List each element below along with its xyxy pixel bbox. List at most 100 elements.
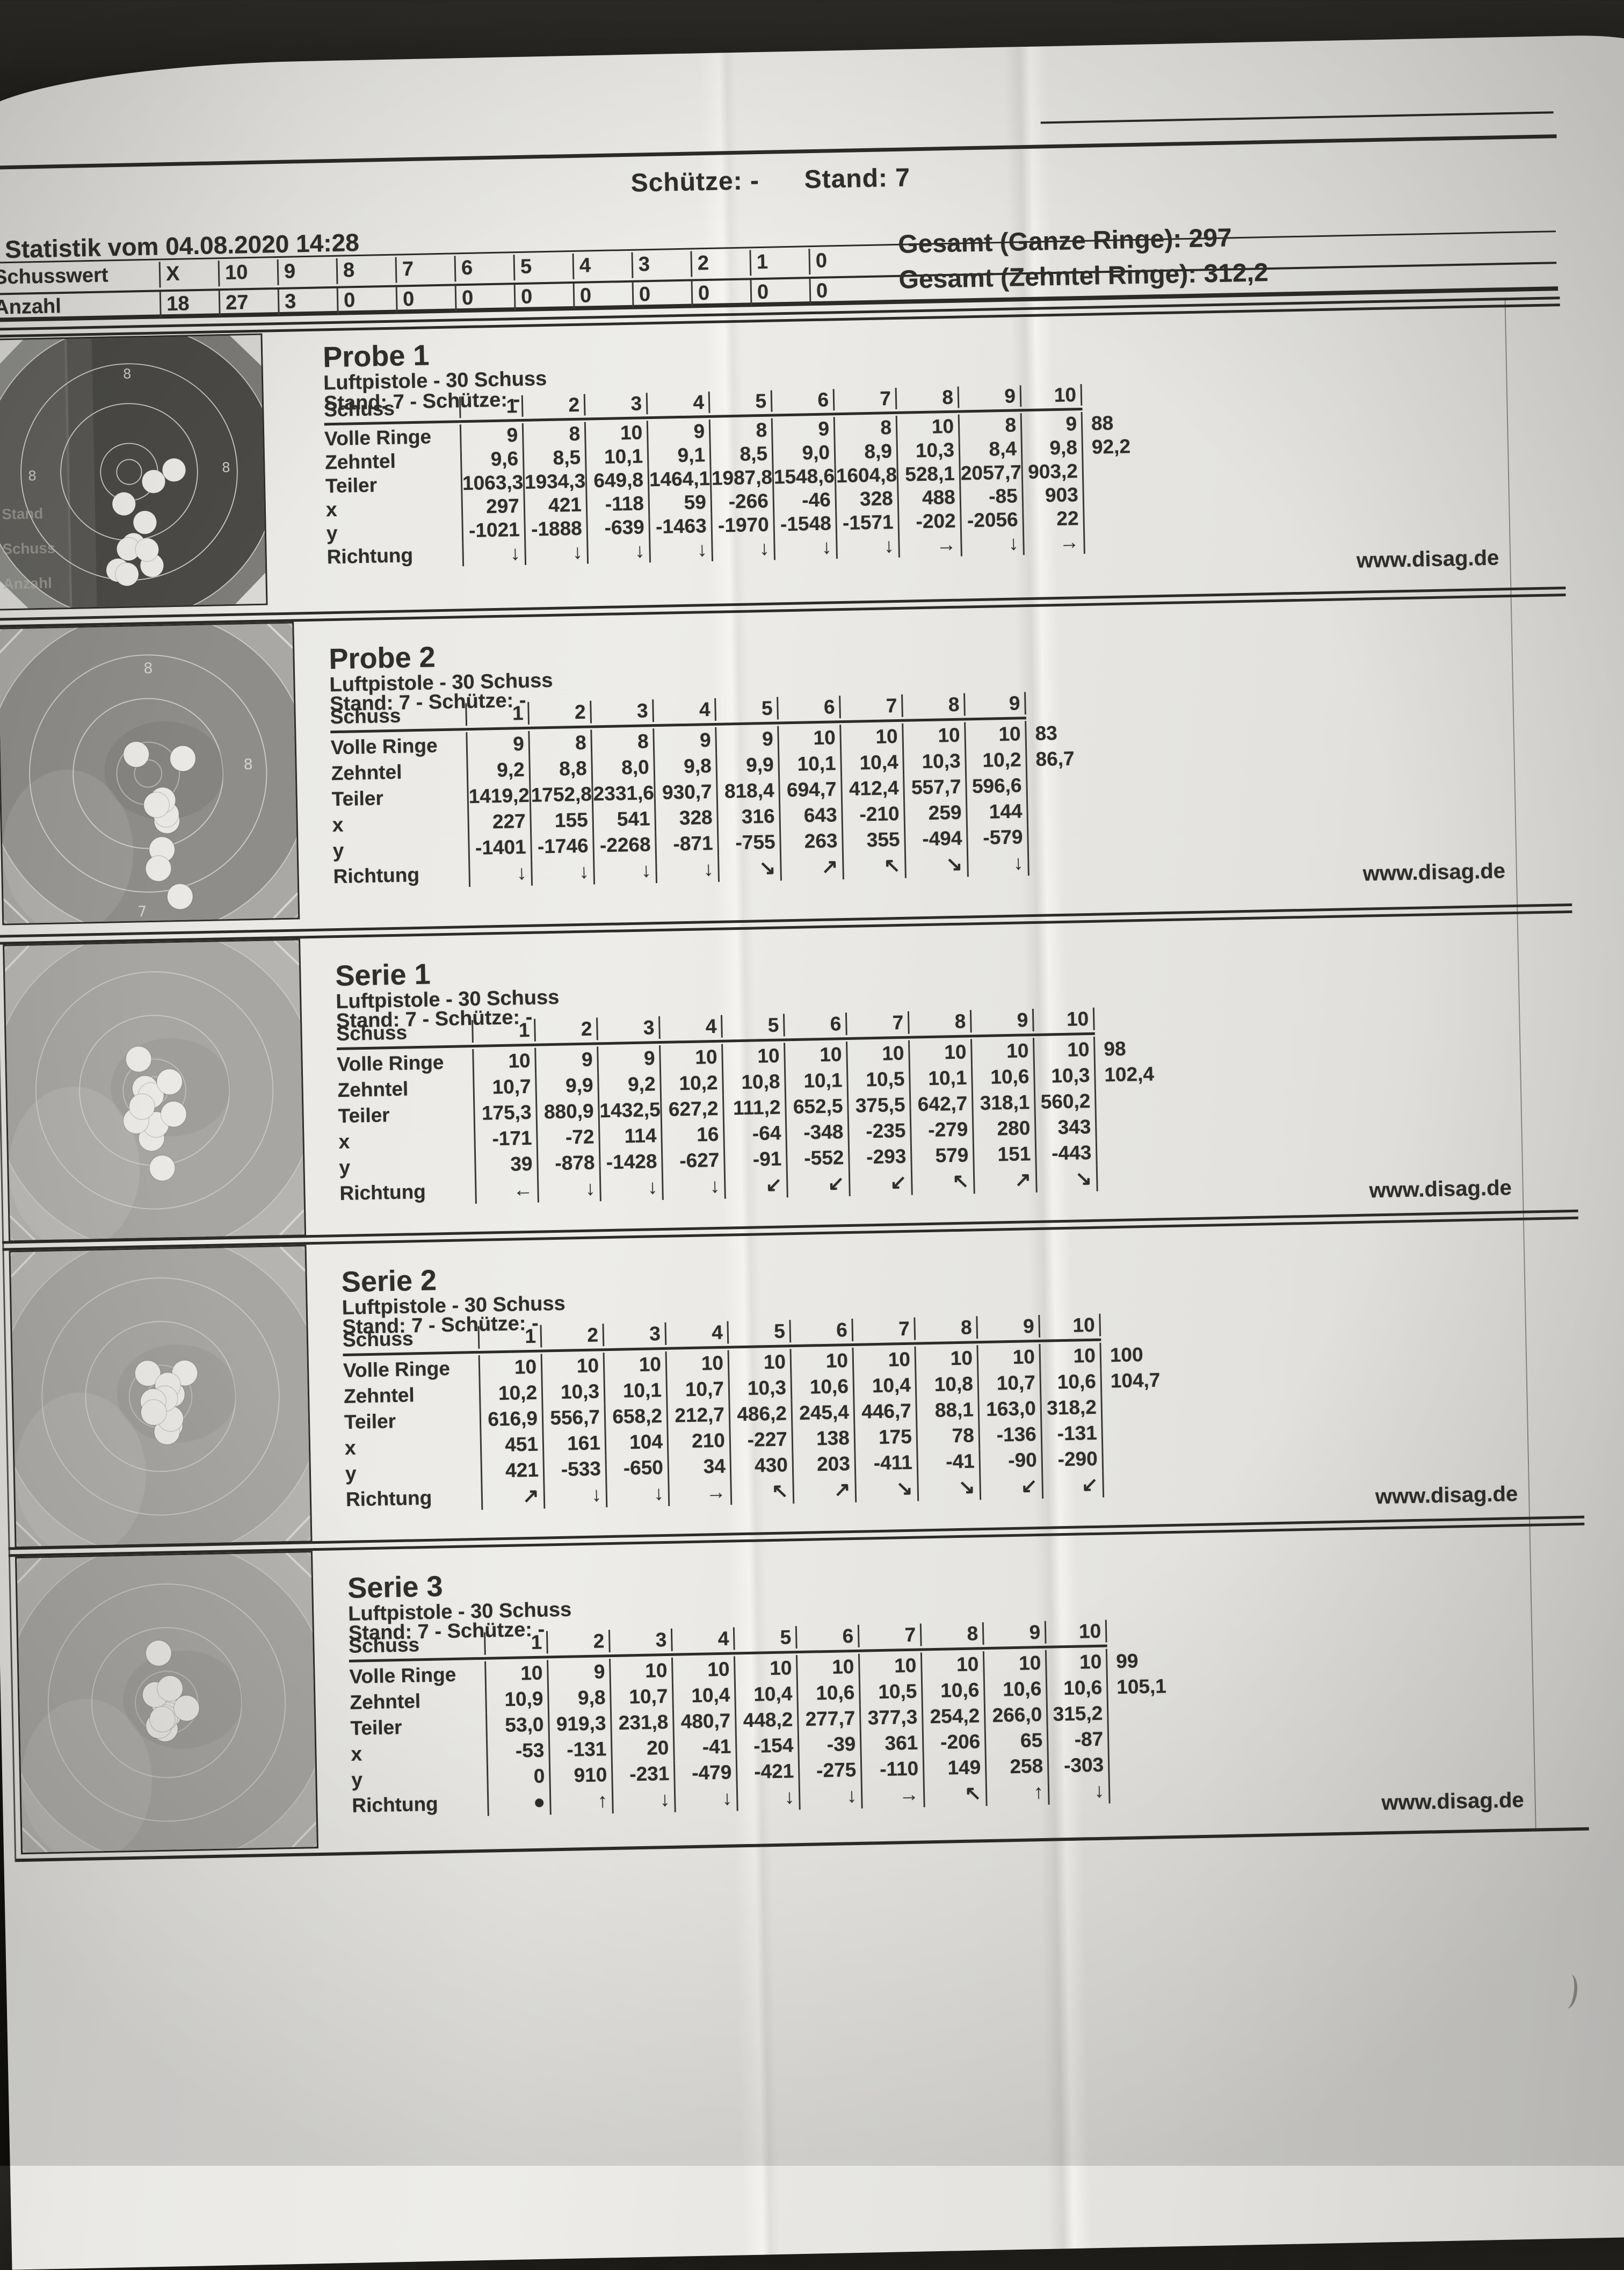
cell-richtung: ↓ <box>711 536 774 561</box>
cell-volle: 10 <box>839 723 903 751</box>
cell-volle: 9 <box>534 1046 598 1074</box>
cell-shots: 2 <box>521 394 584 417</box>
target-image <box>15 1551 318 1855</box>
cell-zehntel: 10,5 <box>846 1066 909 1094</box>
cell-teiler: 694,7 <box>778 776 842 804</box>
cell-zehntel: 10,8 <box>722 1068 785 1096</box>
cell-x: 328 <box>835 486 898 512</box>
cell-richtung: ↙ <box>979 1472 1042 1500</box>
ring-number-label: 8 <box>243 756 253 773</box>
target-image <box>9 1245 313 1549</box>
cell-teiler: 880,9 <box>535 1098 599 1125</box>
summary-cell: 18 <box>159 291 219 318</box>
gesamt-zehntel-ringe: Gesamt (Zehntel Ringe): 312,2 <box>898 258 1269 294</box>
cell-y: -290 <box>1041 1445 1104 1473</box>
cell-y: -303 <box>1047 1752 1110 1779</box>
cell-x: 155 <box>530 807 593 834</box>
cell-x: -64 <box>722 1120 786 1147</box>
cell-x: 361 <box>859 1730 923 1757</box>
cell-zehntel: 10,7 <box>977 1369 1040 1397</box>
cell-y: 0 <box>486 1763 549 1790</box>
cell-richtung: ↓ <box>536 1175 600 1203</box>
website-url: www.disag.de <box>1369 1176 1512 1203</box>
cell-teiler: 318,2 <box>1040 1394 1103 1421</box>
cell-y: -1428 <box>598 1148 662 1176</box>
cell-richtung: ↘ <box>904 851 967 878</box>
cell-teiler: 111,2 <box>722 1094 785 1122</box>
cell-zehntel: 10,3 <box>902 748 966 775</box>
shot-table: Schuss 1 2 3 4 5 6 7 8 9 10 Volle Ringe 10 10 10 10 10 10… <box>343 1304 1603 1513</box>
cell-y: -533 <box>542 1456 606 1483</box>
cell-zehntel: 9,8 <box>547 1685 610 1712</box>
cell-x: 280 <box>972 1115 1035 1143</box>
cell-richtung: ↓ <box>736 1784 799 1811</box>
row-total: 98 <box>1103 1037 1126 1060</box>
summary-cell: 9 <box>277 258 337 286</box>
cell-zehntel: 10,9 <box>485 1686 548 1713</box>
row-label: Volle Ringe <box>349 1663 456 1688</box>
shot-hole <box>157 1675 183 1702</box>
cell-x: -131 <box>1040 1420 1104 1447</box>
summary-cell: 0 <box>336 287 396 314</box>
cell-volle: 10 <box>1045 1649 1108 1676</box>
target-image: 8 8 7 <box>0 621 300 926</box>
cell-richtung: ← <box>474 1176 538 1204</box>
cell-shots: 10 <box>1019 384 1083 407</box>
cell-teiler: 1419,2 <box>467 782 530 810</box>
cell-x: 20 <box>610 1734 673 1762</box>
cell-teiler: 377,3 <box>859 1704 922 1731</box>
shot-hole <box>134 1360 161 1387</box>
row-label: Zehntel <box>337 1078 409 1102</box>
ring-number-label: 8 <box>28 468 37 483</box>
cell-zehntel: 10,1 <box>908 1065 972 1092</box>
cell-zehntel: 10,1 <box>584 444 648 469</box>
cell-volle: 10 <box>608 1657 672 1685</box>
cell-y: -2268 <box>592 832 656 859</box>
cell-y: 355 <box>842 826 904 854</box>
cell-volle: 10 <box>976 1343 1040 1371</box>
cell-teiler: 318,1 <box>971 1089 1034 1117</box>
cell-y: 22 <box>1022 506 1085 532</box>
cell-teiler: 919,3 <box>547 1710 611 1738</box>
cell-zehntel: 8,8 <box>528 755 592 783</box>
cell-shots: 9 <box>976 1314 1039 1339</box>
cell-x: -171 <box>474 1125 536 1152</box>
cell-x: 643 <box>779 802 842 829</box>
cell-richtung: → <box>1023 530 1085 555</box>
cell-shots: 3 <box>596 1016 659 1040</box>
cell-richtung: ↓ <box>649 537 712 563</box>
cell-shots: 3 <box>590 699 653 724</box>
row-label: Volle Ringe <box>343 1357 451 1382</box>
target-image <box>3 938 307 1242</box>
cell-x: 144 <box>966 798 1028 826</box>
cell-zehntel: 10,4 <box>671 1682 735 1709</box>
cell-volle: 10 <box>727 1349 791 1376</box>
cell-y: -1463 <box>648 514 712 539</box>
row-label: Schuss <box>330 704 401 728</box>
row-label: Teiler <box>331 787 384 811</box>
cell-x: 104 <box>604 1428 668 1456</box>
cell-volle: 10 <box>721 1043 785 1070</box>
cell-volle: 8 <box>958 413 1021 438</box>
block-serie-3: Serie 3 Luftpistole - 30 Schuss Stand: 7 -… <box>0 1514 1624 1855</box>
summary-cell: 0 <box>632 281 692 308</box>
cell-x: -46 <box>772 488 836 513</box>
cell-teiler: 212,7 <box>666 1401 729 1429</box>
cell-volle: 8 <box>833 415 896 441</box>
shot-hole <box>135 538 160 562</box>
cell-y: -1571 <box>835 510 898 536</box>
cell-richtung: ↙ <box>848 1169 911 1197</box>
cell-x: 59 <box>648 490 711 516</box>
cell-shots: 7 <box>845 1011 908 1036</box>
cell-shots: 1 <box>483 1631 547 1655</box>
row-label: Volle Ringe <box>337 1051 444 1076</box>
cell-richtung: ↓ <box>524 540 588 565</box>
title-stand: Stand: 7 <box>804 163 911 194</box>
row-label: Richtung <box>333 863 420 888</box>
summary-label-anzahl: Anzahl <box>0 295 62 319</box>
cell-x: -227 <box>729 1426 792 1454</box>
cell-y: -494 <box>904 825 967 852</box>
block-title: Serie 3 <box>347 1570 443 1604</box>
cell-shots: 6 <box>782 1013 846 1037</box>
